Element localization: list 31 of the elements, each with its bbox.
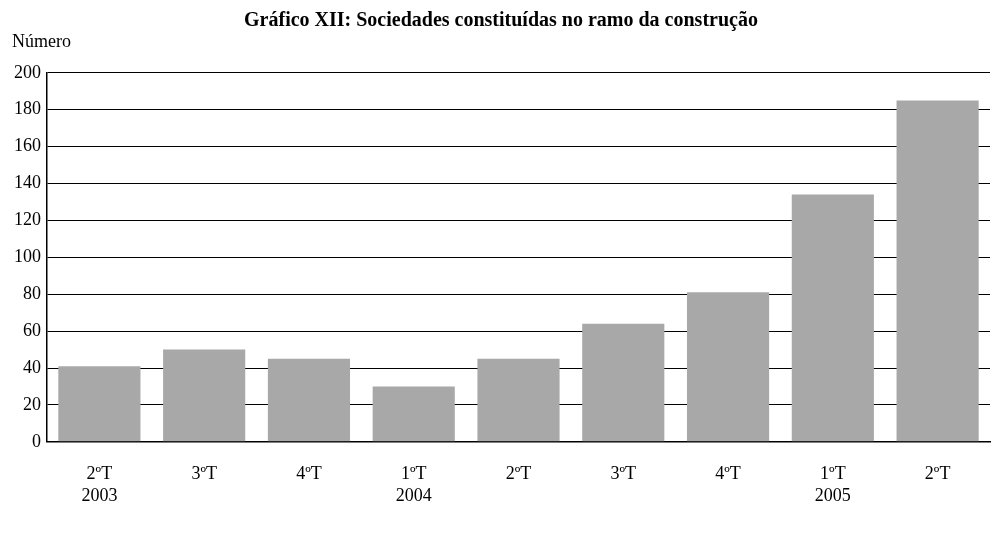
bar (58, 366, 141, 442)
bar (477, 358, 560, 442)
y-tick-label: 20 (23, 393, 41, 414)
bar (582, 323, 665, 442)
x-tick-label: 3ºT (610, 463, 637, 484)
y-tick-label: 180 (14, 98, 41, 119)
y-tick-label: 160 (14, 135, 41, 156)
x-tick-label: 3ºT (191, 463, 217, 484)
y-tick-label: 100 (14, 246, 41, 267)
y-tick-label: 40 (23, 356, 41, 377)
y-tick-label: 120 (14, 209, 41, 230)
y-tick-label: 60 (23, 319, 41, 340)
bar (267, 358, 351, 442)
y-tick-label: 0 (32, 430, 41, 451)
bar (896, 100, 979, 442)
bar (372, 386, 455, 442)
chart-title: Gráfico XII: Sociedades constituídas no ramo da construção (243, 8, 759, 31)
y-tick-label: 200 (14, 61, 41, 82)
y-axis-title: Número (12, 31, 72, 52)
x-tick-label: 1ºT 2005 (814, 463, 851, 505)
bar (163, 349, 246, 442)
x-tick-label: 2ºT 2003 (81, 463, 118, 505)
x-tick-label: 4ºT (715, 463, 741, 484)
x-tick-label: 1ºT 2004 (395, 463, 432, 505)
x-tick-label: 2ºT (924, 463, 951, 484)
y-tick-label: 140 (14, 172, 41, 193)
y-tick-label: 80 (23, 282, 41, 303)
bar (791, 194, 874, 442)
bar (686, 292, 770, 442)
x-tick-label: 2ºT (505, 463, 532, 484)
x-tick-label: 4ºT (296, 463, 322, 484)
